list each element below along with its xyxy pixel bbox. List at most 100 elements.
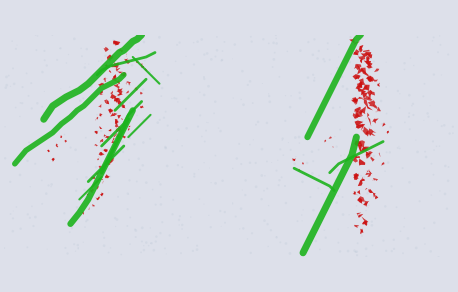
Point: [277, 147, 284, 152]
Polygon shape: [114, 96, 119, 101]
Point: [9, 66, 16, 71]
Point: [334, 168, 342, 172]
Point: [354, 253, 361, 258]
Point: [309, 53, 316, 57]
Point: [60, 211, 68, 215]
Polygon shape: [360, 68, 366, 74]
Point: [25, 93, 32, 98]
Point: [100, 243, 108, 248]
Polygon shape: [105, 175, 108, 178]
Polygon shape: [110, 92, 113, 94]
Polygon shape: [99, 114, 101, 117]
Point: [176, 214, 184, 218]
Point: [189, 248, 196, 253]
Point: [72, 188, 80, 193]
Point: [138, 239, 146, 244]
Point: [336, 105, 344, 110]
Polygon shape: [367, 90, 372, 96]
Point: [71, 242, 78, 246]
Point: [12, 105, 19, 110]
Point: [66, 85, 73, 89]
Point: [433, 144, 440, 149]
Point: [368, 223, 376, 228]
Polygon shape: [99, 91, 103, 95]
Point: [38, 104, 46, 109]
Point: [286, 105, 294, 110]
Polygon shape: [60, 137, 62, 138]
Point: [135, 38, 142, 43]
Polygon shape: [98, 156, 99, 158]
Polygon shape: [360, 177, 365, 182]
Point: [184, 235, 191, 240]
Point: [233, 156, 240, 161]
Point: [219, 178, 226, 183]
Point: [341, 58, 349, 62]
Point: [319, 208, 326, 213]
Polygon shape: [365, 203, 369, 208]
Point: [106, 174, 114, 179]
Point: [344, 225, 352, 230]
Point: [133, 113, 141, 118]
Point: [401, 120, 409, 125]
Point: [102, 53, 109, 58]
Polygon shape: [128, 128, 130, 131]
Point: [201, 139, 208, 144]
Point: [140, 140, 147, 145]
Polygon shape: [86, 193, 89, 195]
Polygon shape: [56, 145, 58, 147]
Point: [364, 131, 371, 135]
Point: [274, 158, 282, 163]
Point: [147, 136, 154, 141]
Point: [288, 93, 295, 98]
Point: [80, 240, 87, 245]
Point: [405, 115, 413, 119]
Point: [321, 228, 328, 232]
Polygon shape: [373, 193, 376, 198]
Point: [33, 139, 41, 143]
Point: [229, 96, 237, 100]
Point: [271, 50, 278, 55]
Point: [246, 160, 254, 165]
Point: [410, 113, 417, 117]
Polygon shape: [360, 228, 362, 234]
Point: [443, 206, 451, 211]
Point: [156, 117, 164, 122]
Point: [97, 147, 104, 151]
Polygon shape: [356, 139, 361, 147]
Point: [164, 123, 171, 128]
Point: [258, 197, 265, 201]
Point: [384, 160, 392, 165]
Polygon shape: [109, 110, 112, 112]
Point: [252, 185, 260, 189]
Point: [51, 156, 58, 160]
Point: [239, 188, 246, 192]
Point: [434, 50, 442, 55]
Point: [218, 58, 225, 63]
Point: [356, 70, 364, 75]
Polygon shape: [368, 189, 373, 193]
Point: [365, 155, 372, 160]
Polygon shape: [98, 152, 102, 156]
Point: [336, 249, 344, 254]
Point: [63, 61, 70, 65]
Polygon shape: [362, 148, 367, 151]
Point: [310, 208, 317, 213]
Point: [311, 78, 318, 83]
Polygon shape: [136, 61, 139, 62]
Point: [98, 159, 105, 164]
Point: [314, 56, 321, 61]
Point: [61, 218, 69, 223]
Point: [386, 150, 393, 155]
Polygon shape: [117, 136, 120, 139]
Point: [190, 40, 197, 45]
Polygon shape: [359, 78, 365, 85]
Point: [206, 166, 213, 170]
Polygon shape: [366, 57, 371, 64]
Polygon shape: [125, 91, 129, 93]
Point: [172, 59, 180, 64]
Point: [249, 101, 256, 105]
Point: [357, 114, 365, 119]
Point: [32, 32, 39, 37]
Point: [273, 168, 280, 173]
Point: [326, 186, 333, 191]
